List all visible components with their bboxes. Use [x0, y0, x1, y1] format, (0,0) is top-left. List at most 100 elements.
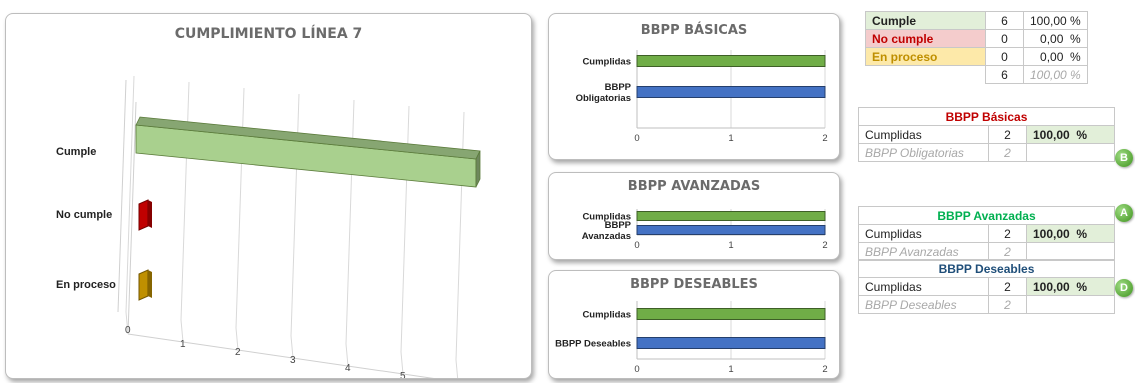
bar-cumplidas [636, 308, 826, 320]
summary-table: Cumple 6 100,00 % No cumple 0 0,00 % En … [865, 11, 1088, 84]
total-count: 6 [985, 65, 1024, 84]
total-pct: 100,00 [1030, 67, 1067, 82]
bar-side-face [148, 200, 152, 228]
x-tick-label: 2 [822, 133, 827, 144]
badge-a-icon: A [1115, 204, 1133, 222]
x-tick-label: 1 [728, 240, 733, 251]
main-chart-title: CUMPLIMIENTO LÍNEA 7 [174, 26, 363, 42]
deseables-table-header: BBPP Deseables [858, 259, 1115, 278]
no-cumple-count: 0 [985, 29, 1024, 48]
basicas-unit: % [1076, 127, 1088, 142]
table-row: Cumplidas 2 100,00 % [858, 224, 1115, 243]
table-row: BBPP Deseables [858, 259, 1115, 278]
x-tick-label: 0 [634, 240, 639, 251]
x-tick-label: 1 [728, 364, 733, 375]
deseables-chart-panel: BBPP DESEABLES 0 1 2 Cumplidas BBPP Deseable… [548, 270, 840, 379]
main-chart-panel: CUMPLIMIENTO LÍNEA 7 0123456CumpleNo cum… [5, 13, 532, 379]
avanzadas-cumplidas-count: 2 [988, 224, 1027, 243]
x-tick-label: 2 [822, 240, 827, 251]
bar-cumplidas [636, 55, 826, 67]
table-row: 6 100,00 % [866, 65, 1088, 84]
avanzadas-pct: 100,00 [1033, 226, 1070, 241]
table-row: En proceso 0 0,00 % [865, 47, 1088, 66]
basicas-table-header: BBPP Básicas [858, 107, 1115, 126]
category-label: Avanzadas [582, 231, 631, 242]
no-cumple-pct: 0,00 [1040, 31, 1064, 46]
x-tick-label: 2 [235, 347, 241, 358]
table-row: BBPP Avanzadas [858, 206, 1115, 225]
category-label: Cumplidas [582, 310, 631, 321]
gridline [125, 75, 135, 313]
en-proceso-unit: % [1070, 49, 1081, 64]
x-tick-label: 0 [634, 133, 639, 144]
table-row: Cumplidas 2 100,00 % [858, 277, 1115, 296]
table-row: BBPP Básicas [858, 107, 1115, 126]
deseables-table: BBPP Deseables Cumplidas 2 100,00 % BBPP… [858, 259, 1115, 314]
x-tick-label: 0 [634, 364, 639, 375]
table-row: BBPP Deseables 2 [858, 295, 1115, 314]
table-row: Cumplidas 2 100,00 % [858, 125, 1115, 144]
deseables-cumplidas-count: 2 [988, 277, 1027, 296]
axis-wall [127, 101, 137, 335]
badge-b-icon: B [1115, 149, 1133, 167]
deseables-chart-svg: 0 1 2 Cumplidas BBPP Deseables [555, 301, 828, 375]
avanzadas-bbpp-label: BBPP Avanzadas [858, 242, 989, 261]
bar-total [636, 337, 826, 349]
gridline [290, 93, 300, 337]
gridline [455, 359, 459, 378]
basicas-table: BBPP Básicas Cumplidas 2 100,00 % BBPP O… [858, 107, 1115, 162]
x-tick-label: 1 [728, 133, 733, 144]
bar-no-cumple [138, 199, 149, 231]
category-label: Cumple [56, 146, 96, 158]
x-tick-label: 3 [290, 355, 296, 366]
basicas-cumplidas-count: 2 [988, 125, 1027, 144]
gridline [345, 99, 355, 345]
x-tick-label: 1 [180, 339, 186, 350]
x-tick-label: 5 [400, 371, 406, 378]
badge-d-icon: D [1115, 279, 1133, 297]
avanzadas-bbpp-count: 2 [988, 242, 1027, 261]
gridline [290, 335, 294, 359]
bar-cumplidas [636, 211, 826, 221]
cumple-label: Cumple [865, 11, 986, 30]
category-label: Obligatorias [576, 93, 631, 104]
deseables-bbpp-count: 2 [988, 295, 1027, 314]
avanzadas-chart-title: BBPP AVANZADAS [627, 179, 761, 194]
basicas-obligatorias-label: BBPP Obligatorias [858, 143, 989, 162]
gridline [180, 319, 184, 343]
deseables-unit: % [1076, 279, 1088, 294]
gridline [345, 343, 349, 367]
avanzadas-cumplidas-label: Cumplidas [858, 224, 989, 243]
basicas-cumplidas-label: Cumplidas [858, 125, 989, 144]
x-tick-label: 0 [125, 325, 131, 336]
total-unit: % [1070, 67, 1081, 82]
deseables-bbpp-label: BBPP Deseables [858, 295, 989, 314]
category-label: BBPP [605, 82, 632, 93]
no-cumple-unit: % [1070, 31, 1081, 46]
category-label: En proceso [56, 279, 116, 291]
bar-end-face [475, 150, 481, 188]
avanzadas-chart-panel: BBPP AVANZADAS 0 1 2 Cumplidas BBPP Avanzadas [548, 172, 840, 260]
cumple-pct: 100,00 [1030, 13, 1067, 28]
table-row: No cumple 0 0,00 % [865, 29, 1088, 48]
bar-en-proceso [138, 269, 149, 301]
cumple-count: 6 [985, 11, 1024, 30]
en-proceso-count: 0 [985, 47, 1024, 66]
category-label: Cumplidas [582, 212, 631, 223]
x-tick-label: 2 [822, 364, 827, 375]
en-proceso-label: En proceso [865, 47, 986, 66]
x-tick-label: 4 [345, 363, 351, 374]
axis-wall [117, 79, 127, 313]
basicas-obligatorias-count: 2 [988, 143, 1027, 162]
gridline [400, 351, 404, 375]
gridline [235, 327, 239, 351]
basicas-pct: 100,00 [1033, 127, 1070, 142]
category-label: Cumplidas [582, 57, 631, 68]
table-row: BBPP Obligatorias 2 [858, 143, 1115, 162]
bar-total [636, 225, 826, 235]
avanzadas-table-header: BBPP Avanzadas [858, 206, 1115, 225]
gridline [235, 87, 245, 329]
deseables-cumplidas-label: Cumplidas [858, 277, 989, 296]
en-proceso-pct: 0,00 [1040, 49, 1064, 64]
